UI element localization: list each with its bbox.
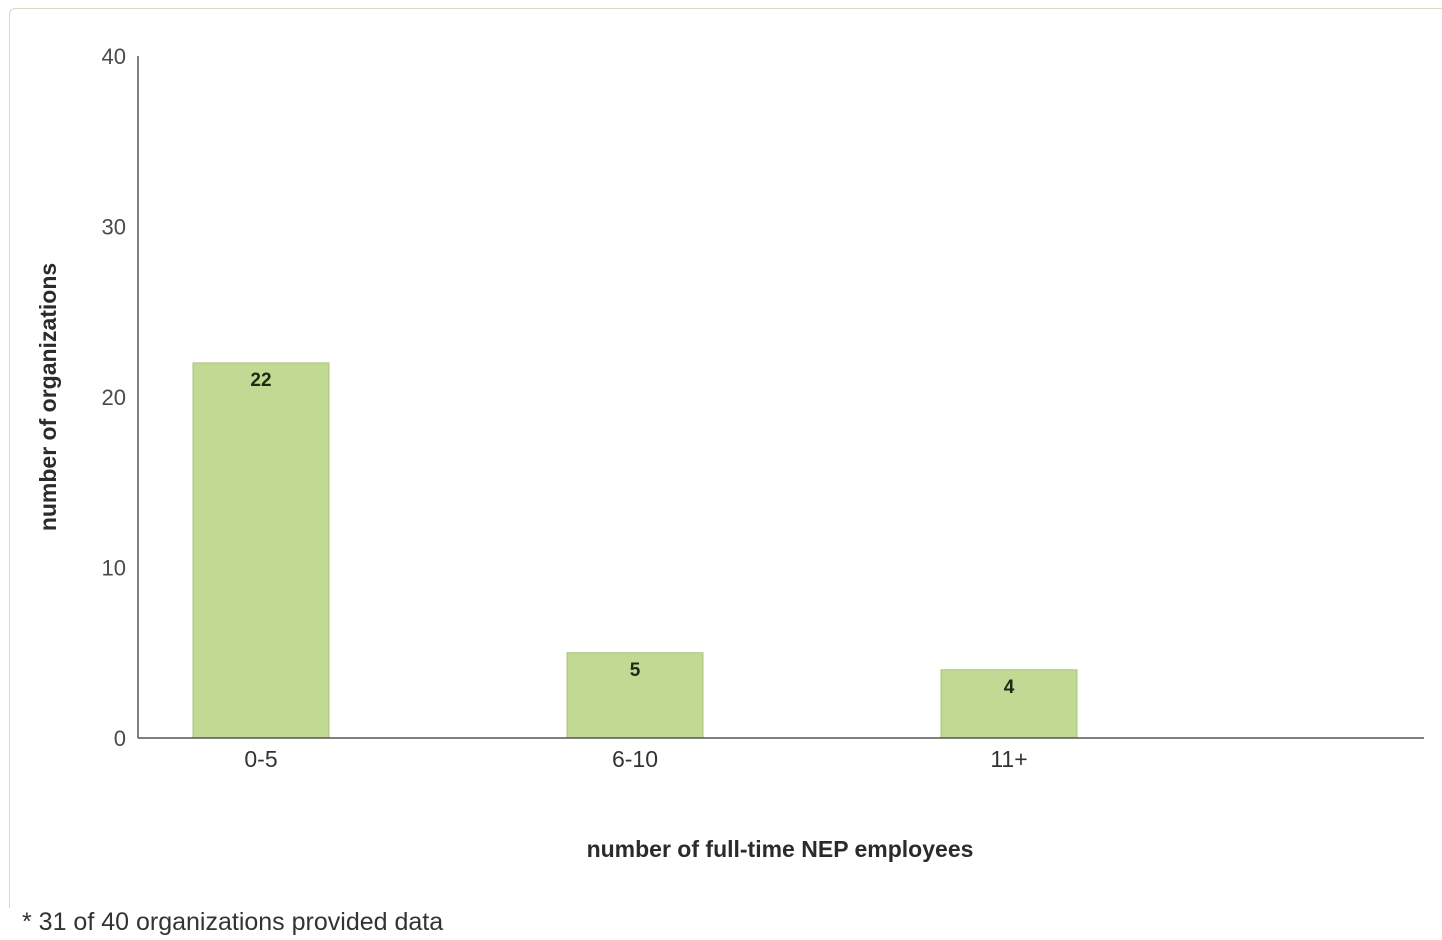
bar-value-label: 4: [1004, 677, 1015, 698]
bar: [192, 362, 330, 739]
y-tick-label: 30: [102, 215, 126, 240]
bar: [940, 669, 1078, 739]
bar-value-label: 5: [630, 660, 641, 681]
y-tick-label: 0: [114, 726, 126, 751]
x-category-label: 11+: [990, 746, 1027, 772]
x-axis-title: number of full-time NEP employees: [587, 836, 974, 862]
y-tick-label: 10: [102, 556, 126, 581]
bars: 22 5 4: [192, 362, 1078, 739]
bar-value-label: 22: [250, 370, 271, 391]
x-category-label: 0-5: [244, 746, 277, 772]
y-tick-label: 20: [102, 385, 126, 410]
footnote: * 31 of 40 organizations provided data: [22, 908, 444, 936]
x-axis-category-labels: 0-5 6-10 11+: [244, 746, 1027, 772]
y-axis-title: number of organizations: [35, 263, 61, 531]
y-axis-ticks: 0 10 20 30 40: [102, 44, 126, 751]
bar-chart: 0 10 20 30 40 22 5 4 0-5 6-10 11+ number of full…: [35, 44, 1424, 862]
x-category-label: 6-10: [612, 746, 658, 772]
y-tick-label: 40: [102, 44, 126, 69]
bar: [566, 652, 704, 739]
